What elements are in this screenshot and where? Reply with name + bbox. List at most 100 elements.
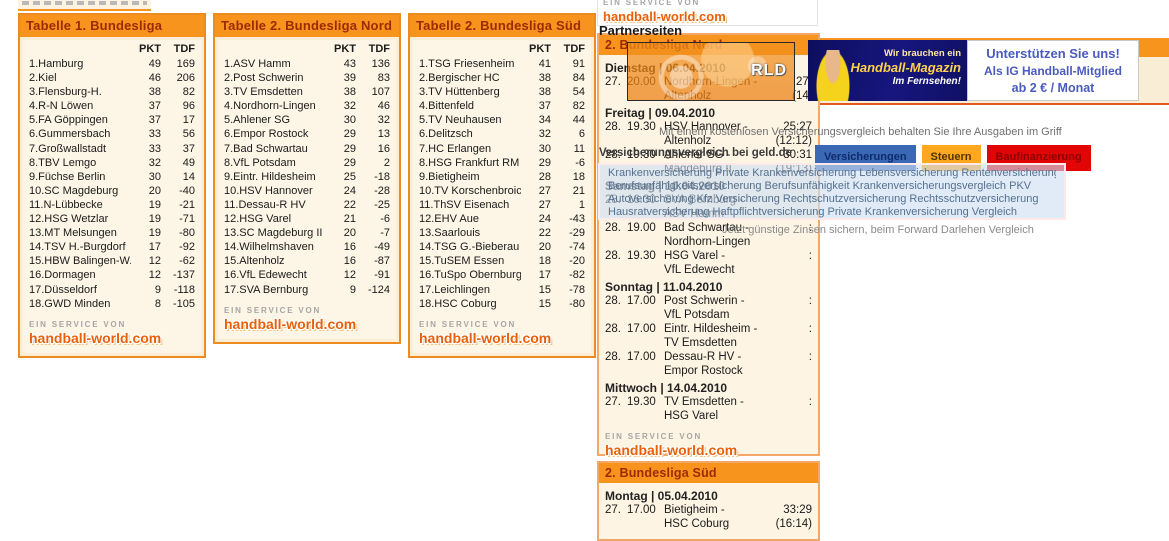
handball-world-link[interactable]: handball-world.com bbox=[29, 329, 162, 346]
table-row: 6.Delitzsch 32 6 bbox=[419, 127, 585, 141]
team-points: 41 bbox=[538, 58, 551, 70]
team-name: 18.HSC Coburg bbox=[419, 297, 497, 310]
team-goal-diff: 14 bbox=[182, 170, 195, 183]
table-row: 18.HSC Coburg 15 -80 bbox=[419, 297, 585, 311]
match-row: 28. 19.30 Ahlener SG - 30:31 bbox=[605, 148, 812, 162]
handball-magazin-banner[interactable]: Wir brauchen ein Handball-Magazin Im Fer… bbox=[808, 40, 967, 101]
team-name: 17.Düsseldorf bbox=[29, 283, 97, 296]
team-points: 12 bbox=[148, 269, 161, 282]
team-points: 28 bbox=[538, 170, 551, 183]
team-name: 10.SC Magdeburg bbox=[29, 184, 119, 197]
service-footer: ein service von handball-world.com bbox=[29, 320, 195, 348]
table-row: 8.TBV Lemgo 32 49 bbox=[29, 156, 195, 170]
matchday-number: 28. bbox=[605, 295, 621, 307]
match-row: 27. 19.30 TV Emsdetten -: bbox=[605, 395, 812, 409]
match-time: 17.00 bbox=[627, 295, 656, 307]
team-name: 10.TV Korschenbroich bbox=[419, 184, 521, 197]
table-row: 18.GWD Minden 8 -105 bbox=[29, 297, 195, 311]
table-row: 10.SC Magdeburg 20 -40 bbox=[29, 184, 195, 198]
home-team: Ahlener SG - bbox=[664, 149, 731, 161]
team-points: 29 bbox=[538, 156, 551, 169]
cropped-service-widget: ein service von handball-world.com bbox=[597, 0, 818, 26]
watermark-logo-fragment: RLD bbox=[751, 62, 787, 79]
support-membership-box[interactable]: Unterstützen Sie uns! Als IG Handball-Mi… bbox=[967, 40, 1139, 101]
ad-insurance-links-line[interactable]: Krankenversicherung Private Krankenversi… bbox=[608, 167, 1056, 179]
ad-insurance-links-line[interactable]: Berufsunfähigkeitsversicherung Berufsunf… bbox=[608, 180, 1032, 192]
table-row: 15.Altenholz 16 -87 bbox=[224, 254, 390, 268]
halftime-score bbox=[770, 308, 812, 322]
matchday-date-header: Montag | 05.04.2010 bbox=[605, 489, 718, 503]
away-team: Nordhorn-Lingen bbox=[664, 236, 751, 248]
match-row-away: HSC Coburg (16:14) bbox=[605, 517, 812, 531]
team-points: 49 bbox=[148, 58, 161, 70]
table-row: 6.Empor Rostock 29 13 bbox=[224, 127, 390, 141]
match-row-away: HSG Varel bbox=[605, 409, 812, 423]
team-name: 4.R-N Löwen bbox=[29, 100, 94, 113]
team-points: 37 bbox=[148, 114, 161, 127]
team-name: 14.TSV H.-Burgdorf bbox=[29, 241, 126, 254]
team-name: 13.MT Melsungen bbox=[29, 227, 117, 240]
team-goal-diff: -124 bbox=[367, 283, 390, 296]
away-team: HSC Coburg bbox=[664, 518, 730, 530]
table-row: 2.Post Schwerin 39 83 bbox=[224, 71, 390, 85]
match-row: 28. 17.00 Dessau-R HV -: bbox=[605, 350, 812, 364]
indent bbox=[605, 336, 664, 350]
table-row: 11.ThSV Eisenach 27 1 bbox=[419, 198, 585, 212]
table-row: 11.Dessau-R HV 22 -25 bbox=[224, 198, 390, 212]
matchday-number: 27. bbox=[605, 76, 621, 88]
support-line-3: ab 2 € / Monat bbox=[1011, 81, 1095, 95]
handball-world-link[interactable]: handball-world.com bbox=[605, 442, 738, 458]
team-points: 29 bbox=[343, 156, 356, 169]
matchday-date-header: Mittwoch | 14.04.2010 bbox=[605, 381, 728, 395]
team-points: 43 bbox=[343, 58, 356, 70]
team-name: 13.Saarlouis bbox=[419, 227, 481, 240]
team-name: 12.EHV Aue bbox=[419, 213, 479, 226]
team-name: 11.Dessau-R HV bbox=[224, 198, 306, 211]
match-score: : bbox=[808, 250, 812, 262]
team-points: 25 bbox=[343, 170, 356, 183]
ad-links-box: Krankenversicherung Private Krankenversi… bbox=[598, 163, 1066, 220]
home-team: Bietigheim - bbox=[664, 504, 725, 516]
team-name: 15.Altenholz bbox=[224, 255, 285, 268]
handball-world-link[interactable]: handball-world.com bbox=[603, 9, 726, 24]
away-team: Empor Rostock bbox=[664, 365, 743, 377]
team-points: 29 bbox=[343, 142, 356, 155]
indent bbox=[605, 409, 664, 423]
table-row: 4.Nordhorn-Lingen 32 46 bbox=[224, 99, 390, 113]
team-points: 9 bbox=[349, 283, 356, 296]
match-time: 17.00 bbox=[627, 504, 656, 516]
team-points: 38 bbox=[538, 86, 551, 99]
match-score: : bbox=[808, 323, 812, 335]
team-name: 2.Kiel bbox=[29, 72, 57, 85]
banner-line-3: Im Fernsehen! bbox=[892, 76, 961, 87]
handball-world-link[interactable]: handball-world.com bbox=[224, 315, 357, 332]
table-row: 14.TSV H.-Burgdorf 17 -92 bbox=[29, 240, 195, 254]
team-points: 16 bbox=[343, 241, 356, 254]
ad-insurance-links-line[interactable]: Autoversicherung Kfz Versicherung Rechts… bbox=[608, 193, 1039, 205]
handball-world-link[interactable]: handball-world.com bbox=[419, 329, 552, 346]
team-goal-diff: 91 bbox=[572, 58, 585, 70]
team-name: 15.HBW Balingen-W. bbox=[29, 255, 131, 268]
table-row: 2.Bergischer HC 38 84 bbox=[419, 71, 585, 85]
match-row: 28. 19.30 HSV Hannover - 25:27 bbox=[605, 120, 812, 134]
team-goal-diff: -87 bbox=[374, 255, 390, 268]
service-label: ein service von bbox=[603, 0, 701, 7]
table-title: Tabelle 1. Bundesliga bbox=[20, 15, 204, 37]
team-points: 32 bbox=[343, 100, 356, 113]
service-label: ein service von bbox=[29, 319, 127, 329]
team-goal-diff: 17 bbox=[182, 114, 195, 127]
tab-baufinanzierung[interactable]: Baufinanzierung bbox=[986, 145, 1091, 171]
handball-player-image bbox=[816, 50, 850, 101]
table-row: 15.TuSEM Essen 18 -20 bbox=[419, 254, 585, 268]
team-points: 20 bbox=[343, 227, 356, 240]
team-goal-diff: 2 bbox=[383, 156, 390, 169]
team-goal-diff: 16 bbox=[377, 142, 390, 155]
team-goal-diff: 46 bbox=[377, 100, 390, 113]
table-row: 3.TV Hüttenberg 38 54 bbox=[419, 85, 585, 99]
team-goal-diff: -80 bbox=[179, 227, 195, 240]
team-points: 30 bbox=[343, 114, 356, 127]
ad-footer-link[interactable]: Jetzt günstige Zinsen sichern, beim Forw… bbox=[722, 224, 1034, 236]
team-points: 38 bbox=[538, 72, 551, 85]
ad-insurance-links-line[interactable]: Hausratversicherung Haftpflichtversicher… bbox=[608, 206, 1018, 218]
table-row: 4.Bittenfeld 37 82 bbox=[419, 99, 585, 113]
